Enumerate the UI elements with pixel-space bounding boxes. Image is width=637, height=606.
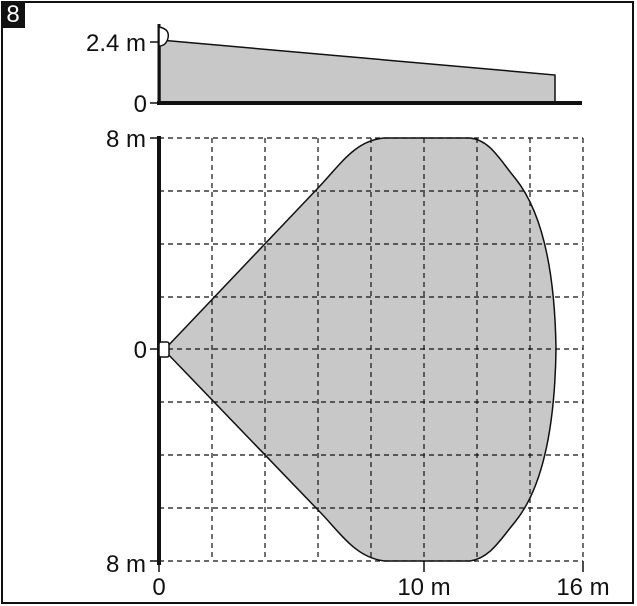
top-view-y-bottom-label: 8 m: [106, 551, 146, 578]
detector-icon: [159, 342, 169, 357]
side-view-height-label: 2.4 m: [86, 30, 146, 57]
top-view-x-end-label: 16 m: [556, 574, 609, 601]
side-view-coverage-area: [160, 40, 555, 103]
top-view-x-start-label: 0: [152, 574, 165, 601]
top-view-y-center-label: 0: [134, 337, 147, 364]
top-view: 8 m 0 8 m 0 10 m 16 m: [106, 126, 610, 601]
top-view-x-mid-label: 10 m: [397, 574, 450, 601]
side-view-ground-label: 0: [134, 91, 147, 118]
top-view-y-top-label: 8 m: [106, 126, 146, 153]
side-view: 2.4 m 0: [86, 24, 582, 118]
